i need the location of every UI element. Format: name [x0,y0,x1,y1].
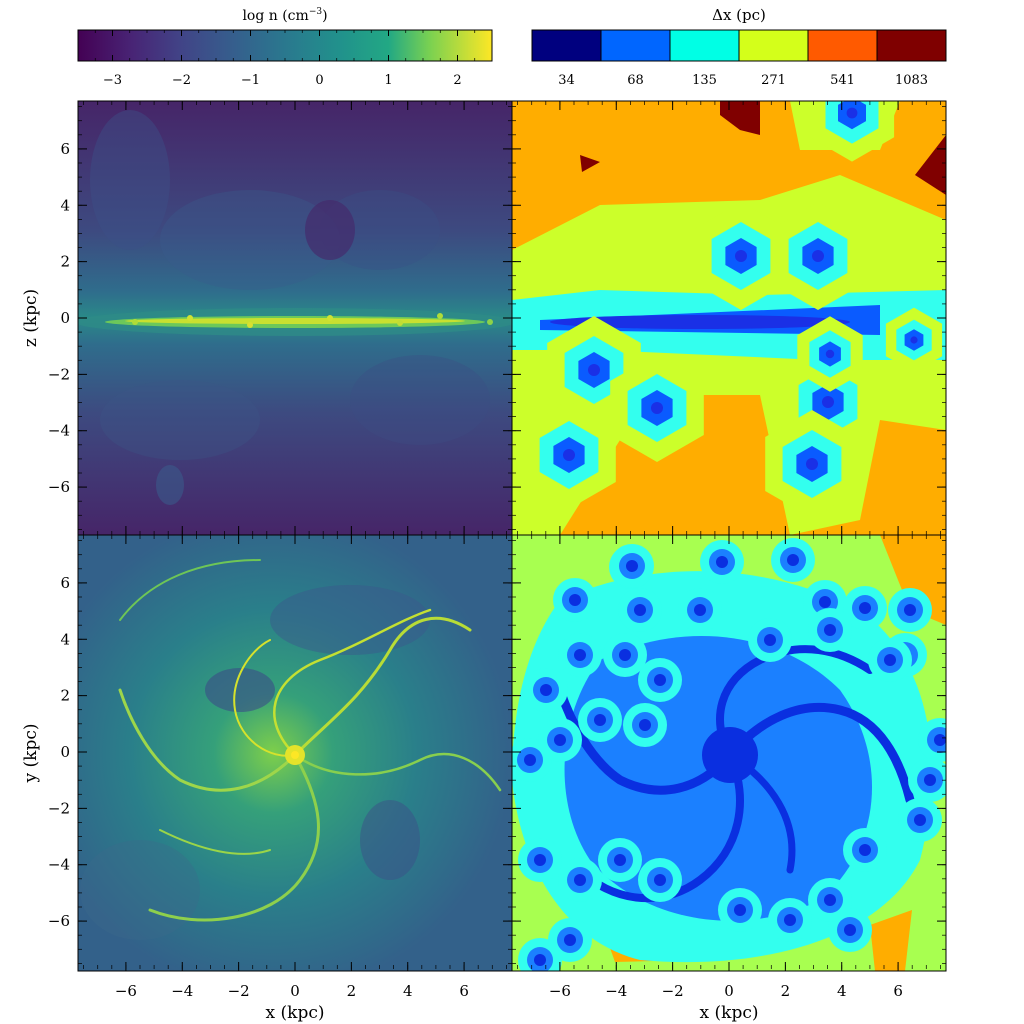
resolution-colorbar-cell [600,29,671,62]
y-tick-label: 4 [60,630,70,648]
density-colorbar-tick-label: −2 [172,73,191,88]
z-tick-label: 0 [60,309,70,327]
y-tick-label: −2 [48,799,70,817]
density-colorbar-tick-label: 1 [384,73,392,88]
x-tick-label-left: −6 [115,982,137,1000]
y-tick-label: −4 [48,856,70,874]
x-tick-label-right: 2 [781,982,791,1000]
z-tick-label: 2 [60,253,70,271]
resolution-colorbar-cells: 34 68 135 271 541 1083 [531,29,947,88]
z-tick-label: 6 [60,140,70,158]
z-tick-label: 4 [60,196,70,214]
z-axis-label: z (kpc) [21,289,41,347]
axis-tick-labels: −6 −4 −2 0 2 4 6 −6 −4 −2 0 2 4 6 −6 −4 −2 0 2 4 6 −6 −4 −2 0 2 4 6 [48,140,903,1000]
resolution-colorbar-level-label: 271 [761,73,786,88]
x-tick-label-left: −4 [171,982,193,1000]
z-tick-label: −6 [48,478,70,496]
z-tick-label: −2 [48,365,70,383]
resolution-colorbar-cell [876,29,947,62]
y-tick-label: 0 [60,743,70,761]
x-axis-label-left: x (kpc) [266,1003,325,1023]
resolution-edge-on-panel [512,101,946,535]
density-colorbar-title: log n (cm−3) [242,7,327,24]
x-tick-label-right: 0 [724,982,734,1000]
axis-ticks [78,101,946,971]
resolution-colorbar-level-label: 34 [558,73,575,88]
x-tick-label-right: −2 [662,982,684,1000]
resolution-colorbar-level-label: 541 [830,73,855,88]
x-tick-label-right: −6 [549,982,571,1000]
resolution-colorbar-cell [669,29,740,62]
resolution-colorbar: Δx (pc) 34 68 135 271 541 1083 [531,6,947,88]
x-tick-label-right: 4 [837,982,847,1000]
x-tick-label-left: −2 [228,982,250,1000]
z-tick-label: −4 [48,422,70,440]
density-colorbar-ticks: −3 −2 −1 0 1 2 [94,30,476,88]
x-tick-label-left: 4 [403,982,413,1000]
x-tick-label-right: −4 [605,982,627,1000]
density-colorbar-tick-label: 0 [315,73,323,88]
resolution-face-on-panel [512,535,946,971]
density-colorbar-tick-label: −3 [103,73,122,88]
y-axis-label: y (kpc) [21,724,41,784]
x-tick-label-left: 0 [290,982,300,1000]
panel-frames [77,100,947,972]
resolution-colorbar-cell [807,29,878,62]
resolution-colorbar-title: Δx (pc) [712,6,766,24]
resolution-colorbar-level-label: 68 [627,73,644,88]
x-tick-label-left: 6 [459,982,469,1000]
density-edge-on-panel [78,101,512,535]
resolution-colorbar-level-label: 135 [692,73,717,88]
x-tick-label-left: 2 [347,982,357,1000]
density-colorbar-gradient [77,29,493,62]
density-colorbar: log n (cm−3) −3 −2 −1 0 1 2 [77,7,493,88]
x-axis-label-right: x (kpc) [700,1003,759,1023]
y-tick-label: 6 [60,574,70,592]
y-tick-label: −6 [48,912,70,930]
resolution-colorbar-level-label: 1083 [895,73,928,88]
resolution-colorbar-cell [531,29,602,62]
resolution-colorbar-cell [738,29,809,62]
density-face-on-panel [78,535,512,971]
x-tick-label-right: 6 [893,982,903,1000]
y-tick-label: 2 [60,687,70,705]
density-colorbar-tick-label: −1 [241,73,260,88]
density-colorbar-tick-label: 2 [453,73,461,88]
